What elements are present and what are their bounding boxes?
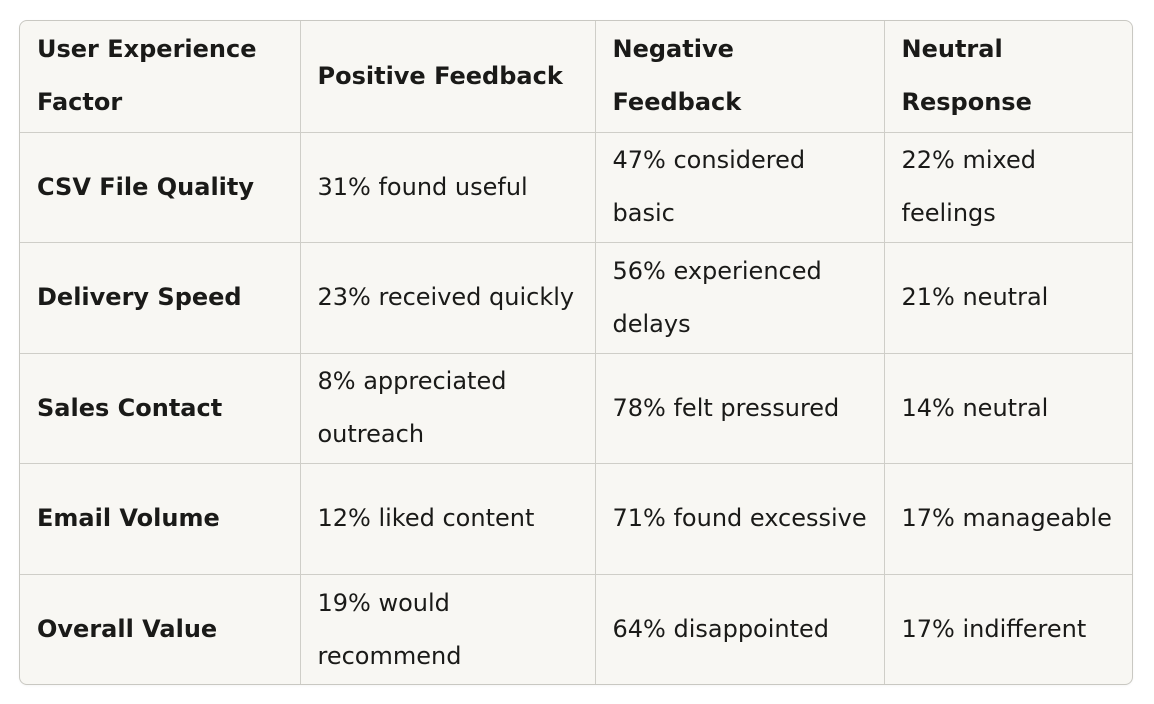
feedback-table-card: User Experience Factor Positive Feedback… bbox=[19, 20, 1133, 685]
table-row: CSV File Quality 31% found useful 47% co… bbox=[20, 132, 1132, 243]
row-label-overall-value: Overall Value bbox=[20, 574, 301, 684]
feedback-table: User Experience Factor Positive Feedback… bbox=[20, 21, 1132, 684]
header-positive-feedback: Positive Feedback bbox=[300, 21, 596, 133]
table-row: Delivery Speed 23% received quickly 56% … bbox=[20, 242, 1132, 354]
header-negative-feedback: Negative Feedback bbox=[595, 21, 885, 133]
cell-negative: 71% found excessive bbox=[595, 463, 885, 575]
header-user-experience-factor: User Experience Factor bbox=[20, 21, 301, 133]
cell-positive: 12% liked content bbox=[300, 463, 596, 575]
row-label-csv-file-quality: CSV File Quality bbox=[20, 132, 301, 243]
table-row: Sales Contact 8% appreciated outreach 78… bbox=[20, 353, 1132, 464]
row-label-delivery-speed: Delivery Speed bbox=[20, 242, 301, 354]
cell-neutral: 17% manageable bbox=[884, 463, 1132, 575]
cell-positive: 8% appreciated outreach bbox=[300, 353, 596, 464]
table-header-row: User Experience Factor Positive Feedback… bbox=[20, 21, 1132, 133]
cell-neutral: 21% neutral bbox=[884, 242, 1132, 354]
cell-negative: 47% considered basic bbox=[595, 132, 885, 243]
table-row: Overall Value 19% would recommend 64% di… bbox=[20, 574, 1132, 684]
cell-negative: 56% experienced delays bbox=[595, 242, 885, 354]
cell-positive: 31% found useful bbox=[300, 132, 596, 243]
table-row: Email Volume 12% liked content 71% found… bbox=[20, 463, 1132, 575]
cell-negative: 78% felt pressured bbox=[595, 353, 885, 464]
cell-positive: 19% would recommend bbox=[300, 574, 596, 684]
header-neutral-response: Neutral Response bbox=[884, 21, 1132, 133]
cell-negative: 64% disappointed bbox=[595, 574, 885, 684]
cell-neutral: 14% neutral bbox=[884, 353, 1132, 464]
row-label-sales-contact: Sales Contact bbox=[20, 353, 301, 464]
row-label-email-volume: Email Volume bbox=[20, 463, 301, 575]
cell-neutral: 17% indifferent bbox=[901, 615, 1087, 643]
cell-neutral: 22% mixed feelings bbox=[884, 132, 1132, 243]
cell-positive: 23% received quickly bbox=[300, 242, 596, 354]
